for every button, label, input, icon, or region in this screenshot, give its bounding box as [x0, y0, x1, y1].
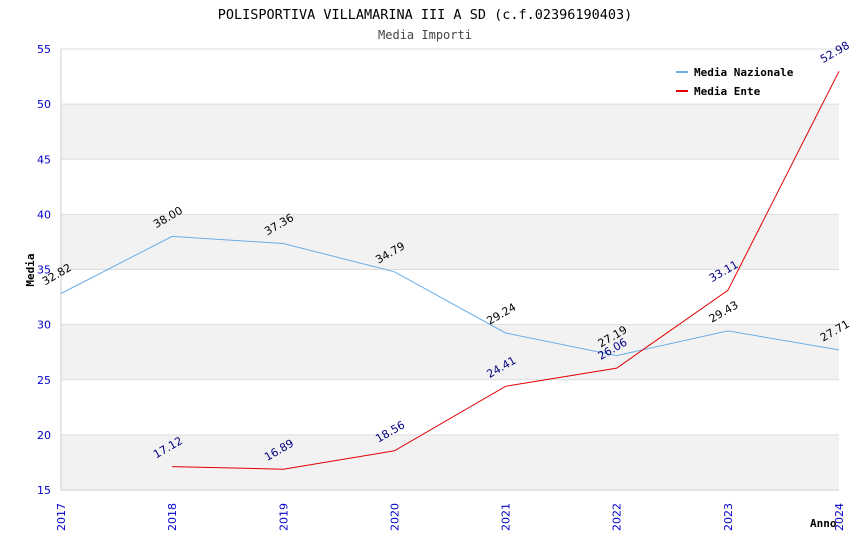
y-tick-label: 35 [37, 264, 51, 277]
plot-band [61, 269, 839, 325]
plot-band [61, 434, 839, 490]
x-tick-label: 2017 [55, 503, 68, 531]
x-tick-label: 2019 [277, 503, 290, 531]
y-tick-label: 25 [37, 374, 51, 387]
y-tick-label: 55 [37, 43, 51, 56]
plot-band [61, 379, 839, 435]
x-tick-label: 2021 [500, 503, 513, 531]
y-tick-label: 30 [37, 319, 51, 332]
plot-band [61, 324, 839, 380]
plot-band [61, 159, 839, 215]
x-tick-label: 2023 [722, 503, 735, 531]
x-tick-label: 2024 [833, 503, 846, 531]
y-tick-label: 45 [37, 153, 51, 166]
chart-subtitle: Media Importi [378, 28, 472, 42]
y-tick-label: 50 [37, 98, 51, 111]
x-tick-label: 2018 [166, 503, 179, 531]
series-line [60, 235, 840, 357]
plot-background [61, 49, 839, 490]
axes [60, 49, 839, 491]
plot-band [61, 104, 839, 160]
series-lines [60, 71, 840, 470]
legend-box [670, 60, 809, 101]
tick-labels: 15 20 25 30 35 40 45 50 55 2017 2018 2019 2020 2021 20… [37, 43, 846, 531]
y-tick-label: 40 [37, 208, 51, 221]
x-tick-label: 2020 [388, 503, 401, 531]
y-tick-label: 20 [37, 429, 51, 442]
series-line [172, 71, 840, 470]
legend-entry: Media Ente [694, 85, 761, 98]
chart-title: POLISPORTIVA VILLAMARINA III A SD (c.f.0… [218, 7, 633, 23]
x-tick-label: 2022 [611, 503, 624, 531]
legend-entry: Media Nazionale [694, 66, 794, 79]
y-tick-label: 15 [37, 484, 51, 497]
x-axis-label: Anno [810, 517, 837, 530]
y-axis-label: Media [24, 253, 37, 286]
plot-band [61, 214, 839, 270]
legend: Media Nazionale Media Ente [670, 60, 809, 101]
